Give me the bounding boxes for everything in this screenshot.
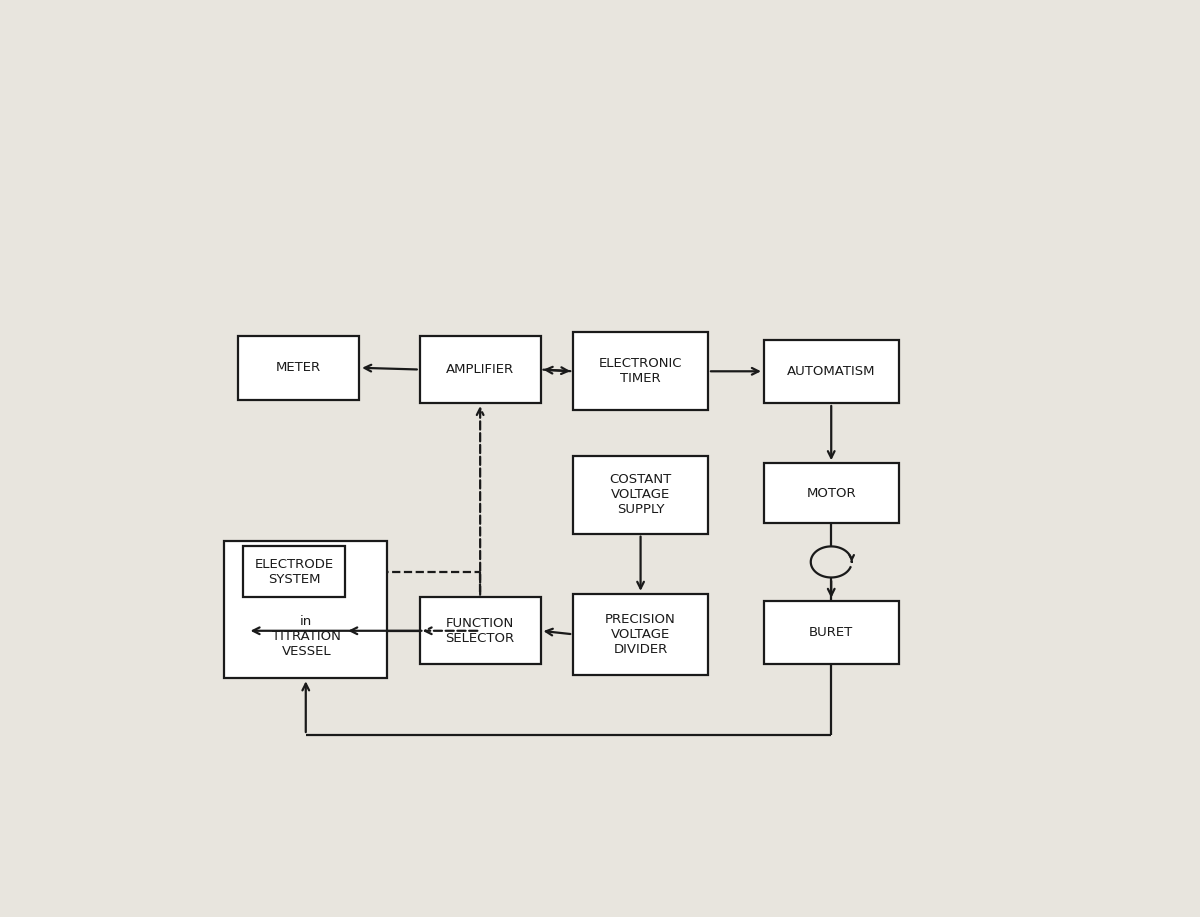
Text: ELECTRONIC
TIMER: ELECTRONIC TIMER: [599, 358, 683, 385]
FancyBboxPatch shape: [764, 601, 899, 664]
FancyBboxPatch shape: [764, 463, 899, 523]
Text: AMPLIFIER: AMPLIFIER: [446, 363, 515, 376]
FancyBboxPatch shape: [574, 456, 708, 534]
FancyBboxPatch shape: [574, 333, 708, 410]
Text: FUNCTION
SELECTOR: FUNCTION SELECTOR: [445, 617, 515, 645]
Text: in
TITRATION
VESSEL: in TITRATION VESSEL: [272, 614, 341, 657]
FancyBboxPatch shape: [224, 541, 388, 679]
FancyBboxPatch shape: [574, 593, 708, 675]
Text: BURET: BURET: [809, 626, 853, 639]
FancyBboxPatch shape: [242, 547, 346, 597]
Text: PRECISION
VOLTAGE
DIVIDER: PRECISION VOLTAGE DIVIDER: [605, 613, 676, 656]
FancyBboxPatch shape: [420, 336, 540, 403]
Text: ELECTRODE
SYSTEM: ELECTRODE SYSTEM: [254, 558, 334, 586]
FancyBboxPatch shape: [239, 336, 359, 400]
FancyBboxPatch shape: [764, 339, 899, 403]
FancyBboxPatch shape: [420, 597, 540, 664]
Text: MOTOR: MOTOR: [806, 487, 856, 500]
Text: AUTOMATISM: AUTOMATISM: [787, 365, 876, 378]
Text: COSTANT
VOLTAGE
SUPPLY: COSTANT VOLTAGE SUPPLY: [610, 473, 672, 516]
Text: METER: METER: [276, 361, 322, 374]
